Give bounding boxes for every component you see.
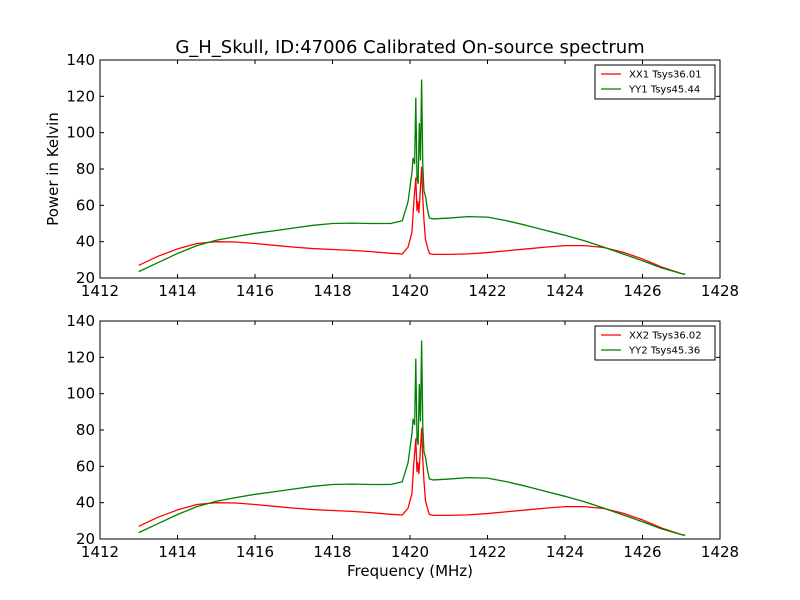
x-tick-label: 1412	[81, 282, 119, 300]
x-tick-label: 1416	[236, 282, 274, 300]
y-axis-label: Power in Kelvin	[44, 112, 62, 226]
y-tick-label: 60	[76, 196, 95, 214]
y-tick-label: 100	[66, 124, 95, 142]
x-tick-label: 1414	[158, 282, 196, 300]
x-tick-label: 1428	[701, 282, 739, 300]
x-tick-label: 1420	[391, 543, 429, 561]
y-tick-label: 40	[76, 494, 95, 512]
x-tick-label: 1422	[468, 543, 506, 561]
x-tick-label: 1428	[701, 543, 739, 561]
y-tick-label: 100	[66, 385, 95, 403]
x-tick-label: 1424	[546, 282, 584, 300]
y-tick-label: 20	[76, 530, 95, 548]
legend-label: XX2 Tsys36.02	[629, 331, 702, 342]
series-line-xx2	[138, 427, 686, 537]
legend-label: XX1 Tsys36.01	[629, 70, 702, 81]
y-tick-label: 40	[76, 233, 95, 251]
x-tick-label: 1426	[623, 282, 661, 300]
x-tick-label: 1418	[313, 282, 351, 300]
y-tick-label: 60	[76, 457, 95, 475]
series-line-xx1	[138, 166, 686, 276]
chart-title: G_H_Skull, ID:47006 Calibrated On-source…	[175, 37, 644, 58]
x-tick-label: 1414	[158, 543, 196, 561]
x-tick-label: 1418	[313, 543, 351, 561]
legend-box	[594, 325, 716, 361]
x-tick-label: 1422	[468, 282, 506, 300]
y-tick-label: 120	[66, 87, 95, 105]
y-tick-label: 120	[66, 348, 95, 366]
x-axis-label: Frequency (MHz)	[347, 562, 473, 580]
legend: XX1 Tsys36.01 YY1 Tsys45.44	[594, 64, 716, 100]
x-tick-label: 1420	[391, 282, 429, 300]
top-panel: 1412 1414 1416 1418 1420 1422 1424 1426 1428 20 40…	[44, 51, 739, 300]
y-tick-label: 140	[66, 51, 95, 69]
y-tick-label: 20	[76, 269, 95, 287]
legend-label: YY1 Tsys45.44	[628, 85, 700, 96]
x-tick-label: 1412	[81, 543, 119, 561]
y-tick-label: 140	[66, 312, 95, 330]
y-tick-label: 80	[76, 160, 95, 178]
legend-box	[594, 64, 716, 100]
legend: XX2 Tsys36.02 YY2 Tsys45.36	[594, 325, 716, 361]
series-line-yy2	[138, 340, 686, 537]
x-tick-label: 1424	[546, 543, 584, 561]
legend-label: YY2 Tsys45.36	[628, 346, 700, 357]
bottom-panel: 1412 1414 1416 1418 1420 1422 1424 1426 1428 20 40…	[66, 312, 739, 580]
series-line-yy1	[138, 79, 686, 276]
x-tick-label: 1426	[623, 543, 661, 561]
x-tick-label: 1416	[236, 543, 274, 561]
y-tick-label: 80	[76, 421, 95, 439]
